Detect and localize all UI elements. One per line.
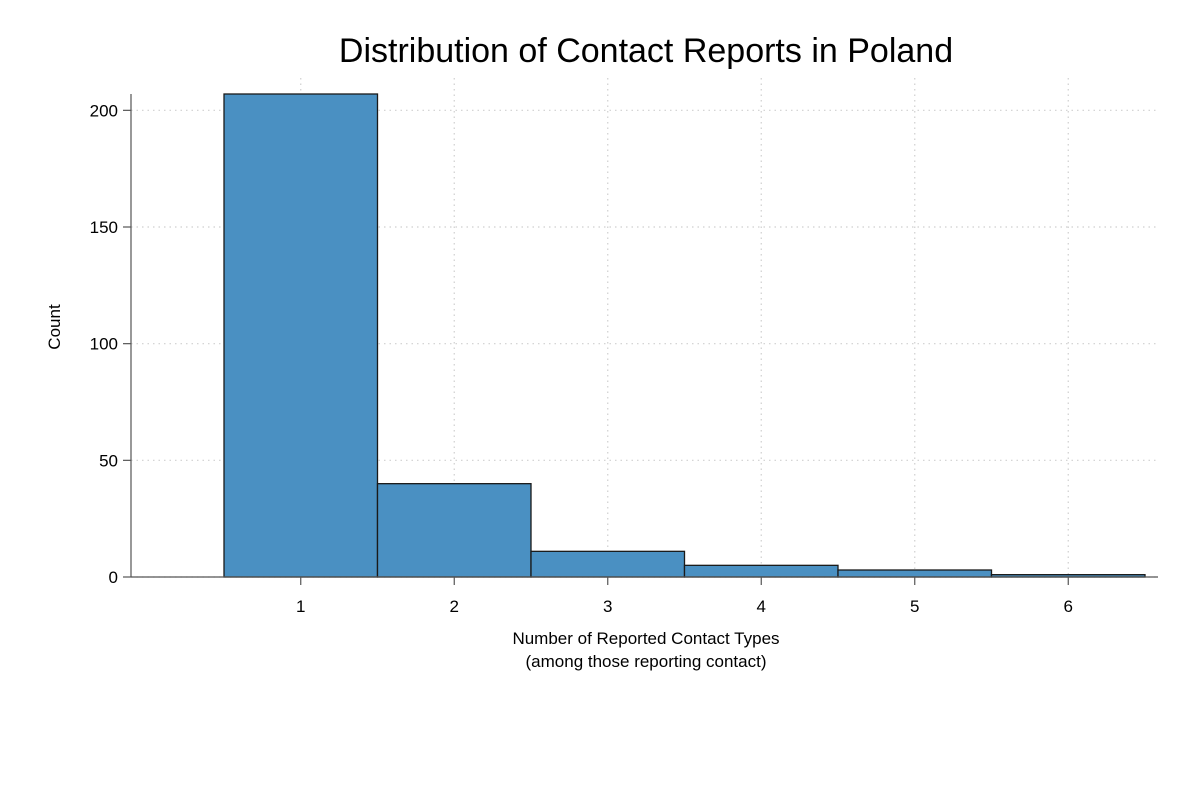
bar-5: [837, 569, 993, 578]
bars: [223, 93, 1146, 578]
x-tick-label: 5: [910, 597, 919, 616]
y-tick-label: 100: [90, 335, 118, 354]
tick-labels: 0 50 100 150 200 1 2 3 4 5 6: [90, 101, 1073, 616]
x-tick-label: 6: [1064, 597, 1073, 616]
bar-2: [376, 483, 532, 578]
y-tick-label: 50: [99, 451, 118, 470]
bar-4: [683, 564, 839, 578]
y-tick-label: 150: [90, 218, 118, 237]
x-tick-label: 3: [603, 597, 612, 616]
bar-1: [223, 93, 379, 578]
x-axis-label-line-2: (among those reporting contact): [526, 652, 767, 671]
x-tick-label: 4: [757, 597, 766, 616]
x-tick-label: 2: [450, 597, 459, 616]
axes: [123, 94, 1158, 585]
chart-title: Distribution of Contact Reports in Polan…: [339, 32, 953, 70]
y-axis-label: Count: [45, 304, 64, 350]
y-tick-label: 0: [109, 568, 118, 587]
y-tick-label: 200: [90, 101, 118, 120]
x-tick-label: 1: [296, 597, 305, 616]
x-axis-label-line-1: Number of Reported Contact Types: [512, 629, 779, 648]
bar-3: [530, 550, 686, 578]
